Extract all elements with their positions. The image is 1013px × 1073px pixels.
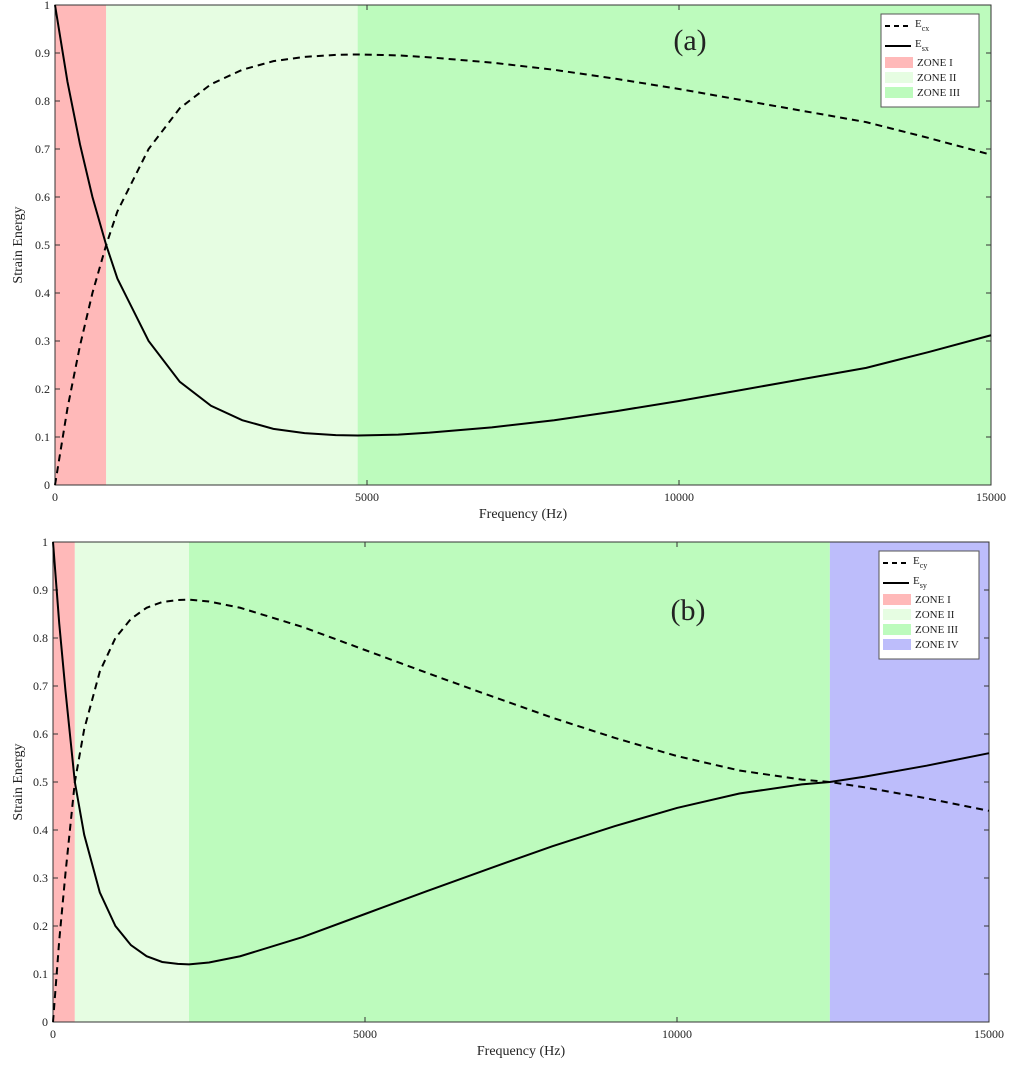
series-line-Ecy — [52, 598, 990, 1023]
x-tick-label: 15000 — [976, 490, 1006, 504]
series-line-Esy — [52, 541, 990, 966]
x-tick-label: 10000 — [662, 1027, 692, 1041]
y-tick-label: 0 — [44, 478, 50, 492]
y-tick-label: 0.7 — [35, 142, 50, 156]
y-tick-label: 0.5 — [35, 238, 50, 252]
y-axis-label: Strain Energy — [11, 743, 26, 820]
y-tick-label: 0.1 — [33, 967, 48, 981]
legend-swatch-zone — [883, 594, 911, 605]
legend-entry-zone: ZONE III — [915, 624, 958, 636]
legend-swatch-zone — [885, 72, 913, 83]
y-tick-label: 0.1 — [35, 430, 50, 444]
panel-label: (a) — [673, 24, 706, 57]
x-tick-label: 5000 — [353, 1027, 377, 1041]
y-tick-label: 0.4 — [33, 823, 48, 837]
legend-entry-zone: ZONE III — [917, 87, 960, 99]
chart-panel-b: 0 0.1 0.2 0.3 0.4 0.5 0.6 0.7 0.8 0.9 1 0 5000 10000 1… — [11, 535, 1004, 1059]
panel-label: (b) — [671, 594, 706, 627]
legend-entry-Esy: Esy — [913, 575, 927, 590]
y-tick-label: 0.2 — [33, 919, 48, 933]
y-tick-label: 0.4 — [35, 286, 50, 300]
y-tick-label: 1 — [44, 0, 50, 12]
x-tick-label: 15000 — [974, 1027, 1004, 1041]
y-tick-label: 0.3 — [35, 334, 50, 348]
legend: Ecy Esy ZONE I ZONE II ZONE III ZONE IV — [878, 550, 980, 660]
y-tick-label: 0.5 — [33, 775, 48, 789]
legend-entry-zone: ZONE II — [915, 609, 955, 621]
y-tick-label: 0 — [42, 1015, 48, 1029]
legend-entry-zone: ZONE I — [915, 594, 951, 606]
y-tick-label: 0.8 — [35, 94, 50, 108]
y-tick-label: 0.9 — [35, 46, 50, 60]
y-tick-label: 0.8 — [33, 631, 48, 645]
legend-swatch-zone — [883, 624, 911, 635]
legend-entry-zone: ZONE IV — [915, 639, 959, 651]
y-tick-label: 0.6 — [33, 727, 48, 741]
y-tick-label: 0.9 — [33, 583, 48, 597]
legend-entry-Ecy: Ecy — [913, 555, 927, 570]
legend: Ecx Esx ZONE I ZONE II ZONE III — [880, 13, 980, 108]
zone-band-1 — [53, 542, 75, 1022]
y-tick-label: 0.6 — [35, 190, 50, 204]
y-tick-label: 1 — [42, 535, 48, 549]
x-tick-label: 0 — [50, 1027, 56, 1041]
legend-entry-zone: ZONE II — [917, 72, 957, 84]
legend-swatch-zone — [883, 609, 911, 620]
chart-panel-a: 0 0.1 0.2 0.3 0.4 0.5 0.6 0.7 0.8 0.9 1 0 5000 10000 1… — [11, 0, 1006, 522]
x-axis-label: Frequency (Hz) — [479, 507, 568, 522]
x-tick-label: 10000 — [664, 490, 694, 504]
zone-band-2 — [74, 542, 190, 1022]
y-tick-label: 0.3 — [33, 871, 48, 885]
y-tick-label: 0.7 — [33, 679, 48, 693]
x-tick-label: 0 — [52, 490, 58, 504]
legend-swatch-zone — [885, 87, 913, 98]
y-tick-label: 0.2 — [35, 382, 50, 396]
x-tick-label: 5000 — [355, 490, 379, 504]
zone-band-1 — [55, 5, 107, 485]
zone-band-2 — [106, 5, 358, 485]
series-line-Esx — [54, 4, 992, 437]
legend-swatch-zone — [883, 639, 911, 650]
legend-entry-Ecx: Ecx — [915, 18, 929, 33]
legend-entry-zone: ZONE I — [917, 57, 953, 69]
zone-band-3 — [189, 542, 830, 1022]
legend-entry-Esx: Esx — [915, 38, 929, 53]
x-axis-label: Frequency (Hz) — [477, 1044, 566, 1059]
legend-swatch-zone — [885, 57, 913, 68]
y-axis-label: Strain Energy — [11, 206, 26, 283]
